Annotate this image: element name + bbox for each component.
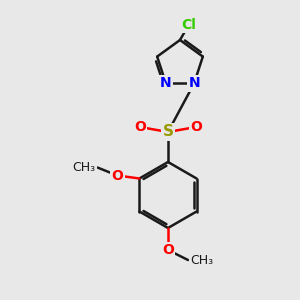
Text: CH₃: CH₃: [190, 254, 213, 266]
Text: N: N: [160, 76, 172, 90]
Text: CH₃: CH₃: [72, 161, 95, 174]
Text: S: S: [163, 124, 173, 140]
Text: O: O: [162, 243, 174, 257]
Text: O: O: [134, 120, 146, 134]
Text: Cl: Cl: [182, 17, 196, 32]
Text: O: O: [190, 120, 202, 134]
Text: N: N: [188, 76, 200, 90]
Text: O: O: [112, 169, 123, 182]
